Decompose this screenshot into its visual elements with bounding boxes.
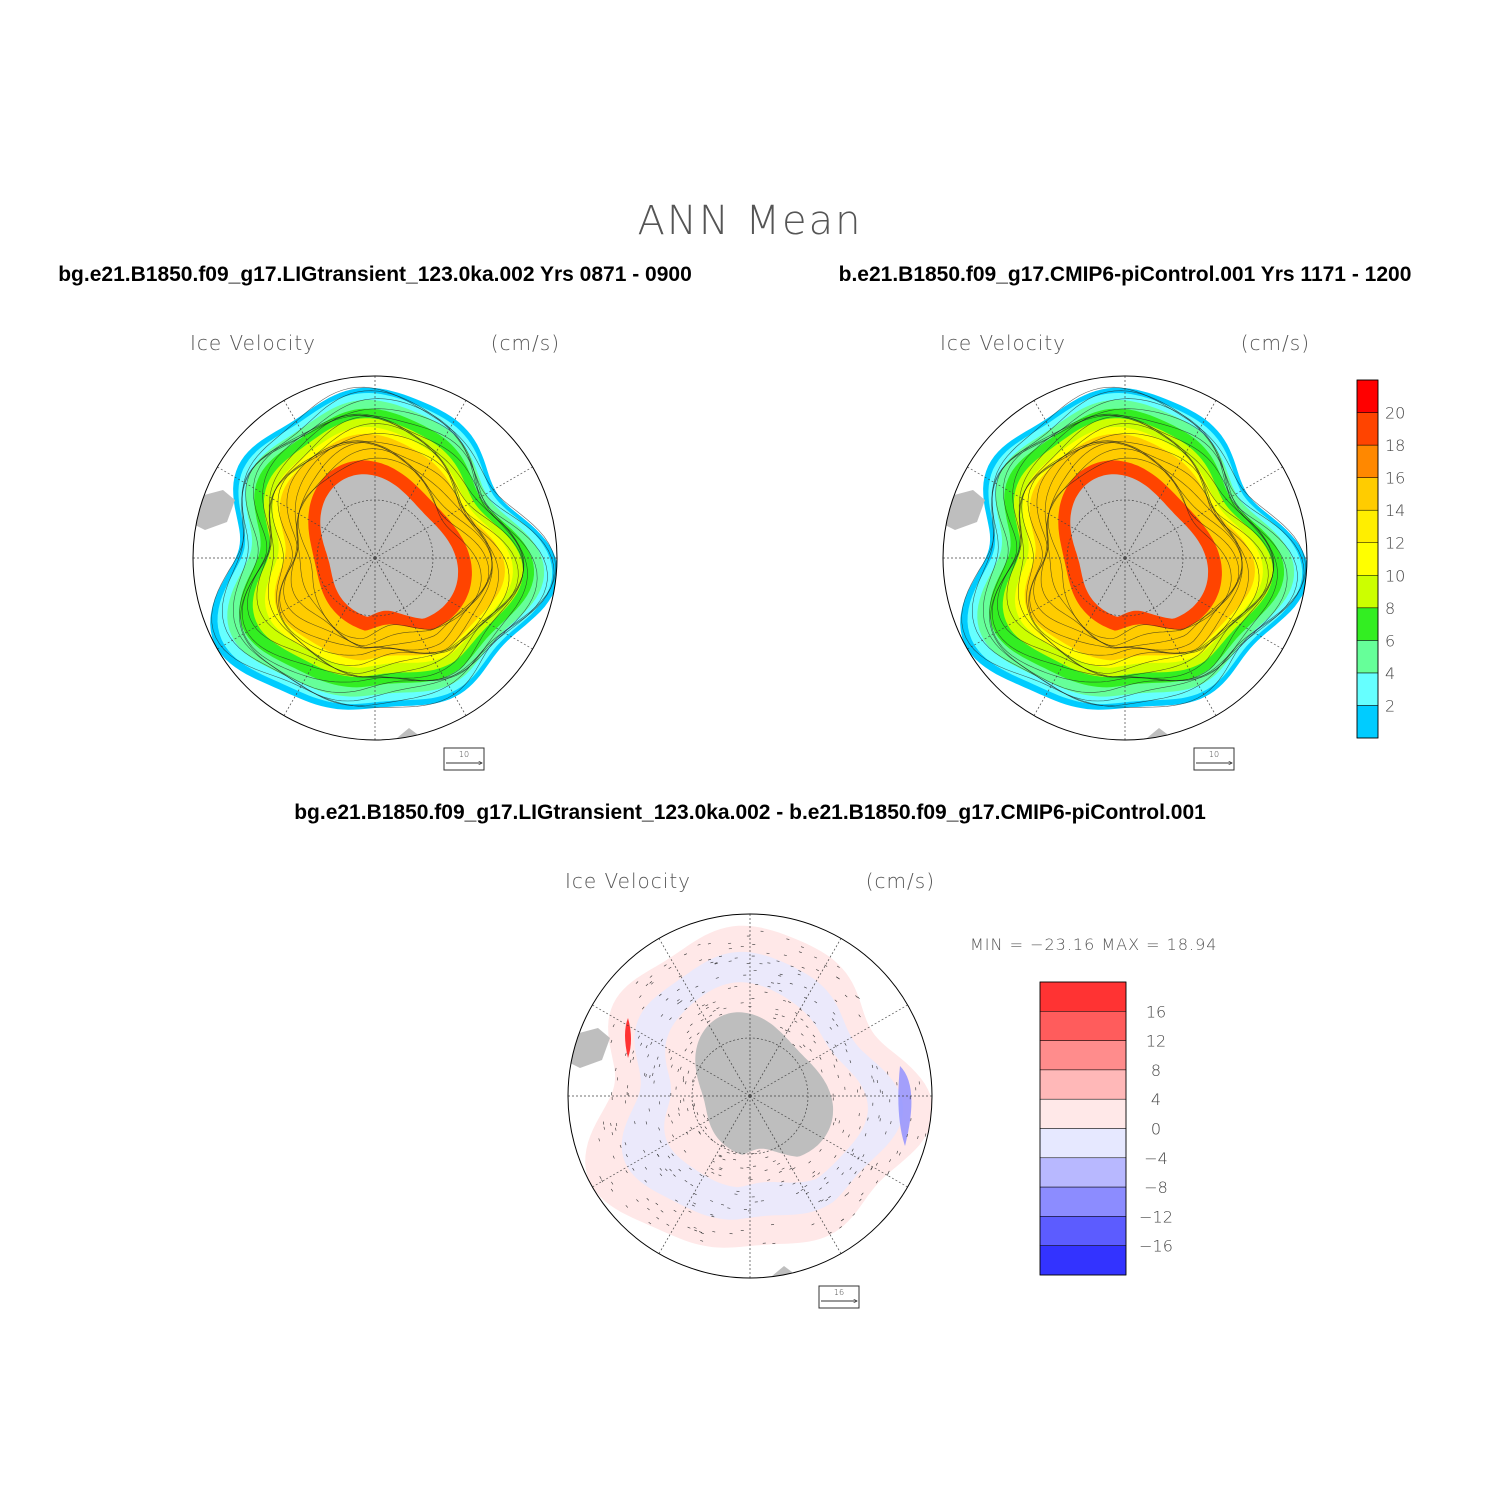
panel-diff-run-title: bg.e21.B1850.f09_g17.LIGtransient_123.0k… <box>294 801 1206 824</box>
colorbar-abs-swatch <box>1357 608 1378 641</box>
ref-vector-lig-label: 10 <box>459 750 469 759</box>
colorbar-abs-tick-label: 10 <box>1385 566 1405 585</box>
map-panel-lig <box>193 376 558 742</box>
ref-vector-pi: 10 <box>1194 748 1234 770</box>
panel-lig-units: (cm/s) <box>491 331 560 355</box>
colorbar-abs-swatch <box>1357 640 1378 673</box>
colorbar-diff-swatch <box>1040 1246 1126 1275</box>
ref-vector-lig: 10 <box>444 748 484 770</box>
panel-lig-variable: Ice Velocity <box>190 331 316 355</box>
colorbar-diff-swatch <box>1040 1158 1126 1187</box>
colorbar-diff-tick-label: 8 <box>1151 1061 1161 1080</box>
colorbar-diff-tick-label: −8 <box>1144 1178 1168 1197</box>
colorbar-abs-swatch <box>1357 543 1378 576</box>
colorbar-diff-swatch <box>1040 1099 1126 1128</box>
colorbar-abs-swatch <box>1357 380 1378 413</box>
panel-diff-variable: Ice Velocity <box>565 869 691 893</box>
colorbar-diff-swatch <box>1040 982 1126 1011</box>
panel-diff-units: (cm/s) <box>866 869 935 893</box>
ref-vector-diff-label: 16 <box>834 1288 844 1297</box>
panel-pi-units: (cm/s) <box>1241 331 1310 355</box>
colorbar-diff-swatch <box>1040 1187 1126 1216</box>
colorbar-abs-swatch <box>1357 413 1378 446</box>
colorbar-abs-tick-label: 2 <box>1385 696 1395 715</box>
colorbar-abs-tick-label: 14 <box>1385 501 1405 520</box>
colorbar-abs-swatch <box>1357 673 1378 706</box>
colorbar-abs-tick-label: 16 <box>1385 469 1405 488</box>
ref-vector-pi-label: 10 <box>1209 750 1219 759</box>
colorbar-abs-swatch <box>1357 478 1378 511</box>
diff-minmax-label: MIN = −23.16 MAX = 18.94 <box>970 935 1217 954</box>
colorbar-diff-swatch <box>1040 1041 1126 1070</box>
main-title: ANN Mean <box>638 198 863 244</box>
panel-pi-run-title: b.e21.B1850.f09_g17.CMIP6-piControl.001 … <box>839 263 1412 286</box>
ref-vector-diff: 16 <box>819 1286 859 1308</box>
colorbar-diff-tick-label: −12 <box>1139 1207 1173 1226</box>
colorbar-diff-tick-label: 12 <box>1146 1032 1166 1051</box>
colorbar-abs-tick-label: 20 <box>1385 404 1405 423</box>
colorbar-abs-tick-label: 18 <box>1385 436 1405 455</box>
colorbar-abs-swatch <box>1357 510 1378 543</box>
colorbar-diff-tick-label: −4 <box>1144 1149 1168 1168</box>
map-panel-diff <box>568 914 933 1280</box>
colorbar-diff-swatch <box>1040 1129 1126 1158</box>
colorbar-abs-tick-label: 6 <box>1385 631 1395 650</box>
colorbar-diff-swatch <box>1040 1070 1126 1099</box>
colorbar-difference: 16 12 8 4 0 −4 −8 −12 −16 <box>1040 982 1173 1275</box>
colorbar-diff-tick-label: −16 <box>1139 1237 1173 1256</box>
colorbar-diff-tick-label: 4 <box>1151 1090 1161 1109</box>
colorbar-abs-tick-label: 12 <box>1385 534 1405 553</box>
colorbar-abs-swatch <box>1357 705 1378 738</box>
colorbar-diff-tick-label: 0 <box>1151 1120 1161 1139</box>
colorbar-abs-swatch <box>1357 575 1378 608</box>
colorbar-abs-tick-label: 8 <box>1385 599 1395 618</box>
map-panel-pi <box>943 376 1308 742</box>
colorbar-diff-tick-label: 16 <box>1146 1002 1166 1021</box>
colorbar-absolute: 2 4 6 8 10 12 14 16 18 20 <box>1357 380 1405 738</box>
colorbar-abs-swatch <box>1357 445 1378 478</box>
panel-pi-variable: Ice Velocity <box>940 331 1066 355</box>
panel-lig-run-title: bg.e21.B1850.f09_g17.LIGtransient_123.0k… <box>58 263 692 286</box>
colorbar-diff-swatch <box>1040 1216 1126 1245</box>
colorbar-abs-tick-label: 4 <box>1385 664 1395 683</box>
colorbar-diff-swatch <box>1040 1011 1126 1040</box>
